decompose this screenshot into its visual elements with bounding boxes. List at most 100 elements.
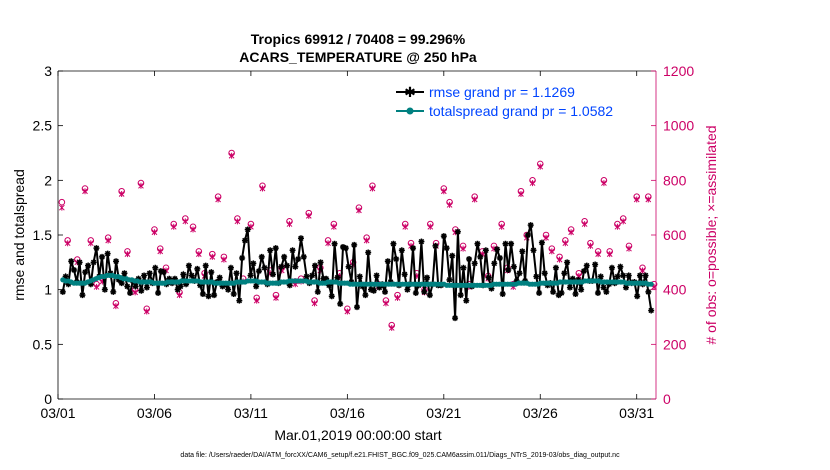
rmse-point [244,226,251,233]
obs-assimilated-point [59,204,65,211]
rmse-point [339,244,346,251]
rmse-point [171,275,178,282]
rmse-point [454,228,461,235]
x-tick-label: 03/11 [234,405,268,421]
rmse-point [432,242,439,249]
rmse-point [342,245,349,252]
rmse-point [124,283,131,290]
rmse-point [101,286,108,293]
rmse-point [376,284,383,291]
legend-spread-label: totalspread grand pr = 1.0582 [429,103,613,119]
obs-assimilated-point [633,196,640,203]
obs-assimilated-point [645,196,652,203]
rmse-point [418,238,425,245]
obs-assimilated-point [143,308,150,315]
rmse-point [622,284,629,291]
x-tick-label: 03/21 [426,405,461,421]
rmse-point [362,292,369,299]
y-left-tick-label: 3 [44,63,52,79]
obs-assimilated-point [228,152,235,159]
obs-assimilated-point [221,256,227,263]
obs-assimilated-point [344,308,351,315]
rmse-point [368,286,375,293]
rmse-point [79,292,86,299]
rmse-point [384,258,391,265]
rmse-point [281,253,288,260]
rmse-point [115,276,122,283]
obs-assimilated-point [543,234,549,241]
rmse-point [491,260,498,267]
obs-assimilated-point [170,223,177,230]
y-right-tick-label: 600 [663,227,687,243]
rmse-point [185,262,192,269]
rmse-point [160,269,167,276]
rmse-point [59,288,66,295]
obs-assimilated-point [529,180,536,187]
rmse-point [513,277,520,284]
rmse-point [398,247,405,254]
rmse-point [334,274,341,281]
legend-box [391,79,647,125]
rmse-point [519,248,526,255]
rmse-point [118,280,125,287]
rmse-point [564,259,571,266]
axes: 03/01 03/06 03/11 03/16 03/21 03/26 03/31 0 0.5 1… [33,63,695,421]
obs-assimilated-point [446,201,453,208]
rmse-point [642,272,649,279]
obs-assimilated-point [620,218,627,225]
rmse-point [412,289,419,296]
obs-assimilated-point [581,221,588,228]
y-left-tick-label: 1 [44,282,52,298]
chart-title-line2: ACARS_TEMPERATURE @ 250 hPa [239,49,477,65]
rmse-point [494,246,501,253]
obs-assimilated-point [113,303,119,310]
obs-assimilated-point [518,191,524,197]
rmse-point [373,272,380,279]
obs-assimilated-point [325,240,331,247]
x-tick-label: 03/31 [619,405,654,421]
rmse-point [552,264,559,271]
rmse-point [314,288,321,295]
rmse-point [286,282,293,289]
rmse-point [76,259,83,266]
rmse-point [471,260,478,267]
rmse-point [127,289,134,296]
obs-assimilated-point [253,297,260,304]
rmse-point [258,253,265,260]
rmse-point [457,292,464,299]
rmse-point [208,269,215,276]
rmse-point [463,297,470,304]
obs-assimilated-point [305,212,312,219]
data-marks [58,149,658,331]
legend-rmse-marker: ✱ [404,84,416,100]
rmse-point [600,284,607,291]
obs-assimilated-point [176,292,183,299]
obs-assimilated-point [190,226,196,233]
rmse-point [303,273,310,280]
rmse-point [253,283,260,290]
legend-spread-marker [406,107,414,115]
obs-assimilated-point [606,251,613,258]
rmse-point [239,254,246,261]
rmse-point [482,247,489,254]
x-tick-label: 03/01 [40,405,75,421]
rmse-point [93,245,100,252]
obs-assimilated-point [394,294,401,301]
rmse-point [300,253,307,260]
rmse-point [410,245,417,252]
rmse-point [180,271,187,278]
y-left-tick-label: 2.5 [33,118,53,134]
rmse-point [603,288,610,295]
rmse-point [278,263,285,270]
rmse-point [141,272,148,279]
rmse-point [205,293,212,300]
rmse-point [68,258,75,265]
rmse-point [121,270,128,277]
obs-assimilated-point [383,300,389,307]
rmse-point [550,288,557,295]
rmse-point [424,274,431,281]
rmse-point [617,263,624,270]
obs-assimilated-point [614,223,621,230]
obs-assimilated-point [234,218,241,225]
rmse-point [255,268,262,275]
